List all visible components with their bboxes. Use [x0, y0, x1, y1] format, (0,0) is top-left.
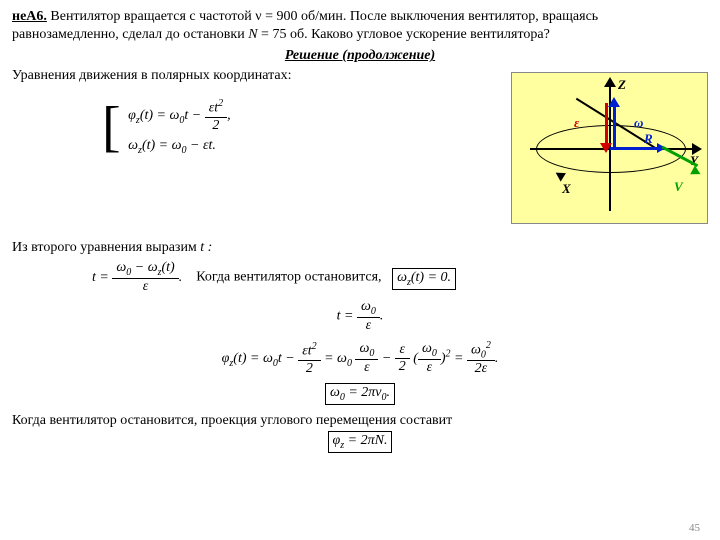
- r-arrow: [610, 147, 660, 150]
- t-solution: t = ω0ε.: [12, 299, 708, 334]
- stop-text: Когда вентилятор остановится,: [196, 270, 381, 285]
- phi-final: φz = 2πN.: [12, 431, 708, 453]
- page-number: 45: [689, 522, 700, 534]
- eps-label: ε: [574, 115, 579, 131]
- problem-statement: неА6. Вентилятор вращается с частотой ν …: [12, 8, 708, 44]
- omega-arrow: [613, 103, 616, 149]
- x-arrow-head: [553, 169, 566, 182]
- omega-equation: ωz(t) = ω0 − εt.: [128, 138, 230, 156]
- solution-header: Решение (продолжение): [12, 48, 708, 64]
- r-label: R: [644, 131, 653, 147]
- phi-chain: φz(t) = ω0t − εt22 = ω0 ω0ε − ε2 (ω0ε)2 …: [12, 340, 708, 377]
- omega-label: ω: [634, 115, 643, 131]
- t-general: t = ω0 − ωz(t)ε.: [92, 270, 186, 285]
- z-label: Z: [618, 77, 626, 93]
- express-t-var: t :: [200, 240, 212, 255]
- stop-condition: ωz(t) = 0.: [392, 268, 456, 290]
- express-t-line: Из второго уравнения выразим t :: [12, 240, 708, 256]
- omega0-eq: ω0 = 2πν0.: [12, 383, 708, 405]
- problem-text-2: = 75 об. Каково угловое ускорение вентил…: [258, 27, 550, 42]
- x-label: X: [562, 181, 571, 197]
- problem-label: неА6.: [12, 9, 47, 24]
- coordinate-diagram: Z Y X ω ε R V: [511, 72, 708, 224]
- phi-equation: φz(t) = ω0t − εt22,: [128, 98, 230, 134]
- v-label: V: [674, 179, 683, 195]
- final-text: Когда вентилятор остановится, проекция у…: [12, 413, 708, 429]
- n-var: N: [248, 27, 257, 42]
- omega-arrow-head: [608, 97, 620, 107]
- t-expression-row: t = ω0 − ωz(t)ε. Когда вентилятор остано…: [92, 260, 708, 295]
- express-t-text: Из второго уравнения выразим: [12, 240, 200, 255]
- eps-arrow: [605, 103, 608, 147]
- z-arrow-head: [604, 77, 616, 87]
